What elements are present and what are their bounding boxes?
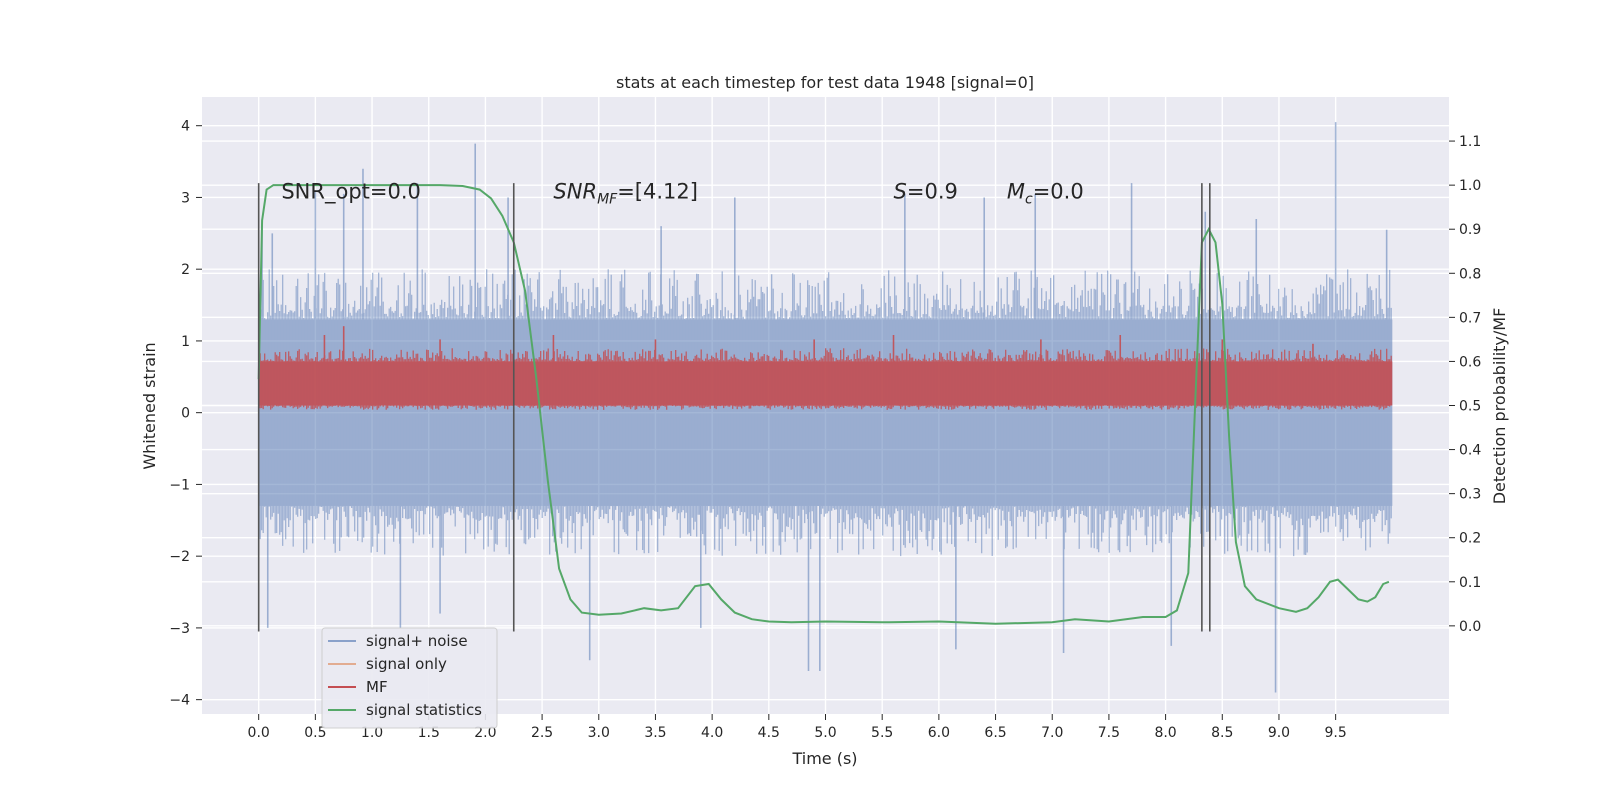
- y-axis-ticks: −4 −3 −2 −1 0 1 2 3 4: [169, 119, 202, 709]
- y-tick-label: 0: [181, 406, 190, 422]
- annotation-main: SNR_opt=0.0: [281, 179, 421, 204]
- x-tick-label: 5.0: [814, 725, 836, 741]
- x-tick-label: 0.5: [304, 725, 326, 741]
- y-right-tick-label: 0.5: [1459, 399, 1481, 415]
- annotation-main: M: [1007, 179, 1025, 203]
- annotation-subscript: c: [1025, 191, 1033, 207]
- mf-series-layer: [258, 326, 1393, 410]
- y-right-tick-label: 1.0: [1459, 178, 1481, 194]
- y-right-tick-label: 0.3: [1459, 487, 1481, 503]
- statistics-series-layer: [257, 184, 1390, 625]
- y-axis-label: Whitened strain: [140, 342, 159, 469]
- annotation-text: Mc=0.0: [1007, 179, 1084, 207]
- x-tick-label: 3.5: [644, 725, 666, 741]
- y-right-tick-label: 0.6: [1459, 354, 1481, 370]
- y-tick-label: 4: [181, 119, 190, 135]
- annotations-layer: SNR_opt=0.0 SNRMF=[4.12] S=0.9 Mc=0.0: [281, 179, 1083, 207]
- series-mf: [258, 326, 1393, 410]
- y-tick-label: 3: [181, 190, 190, 206]
- y-right-axis-label: Detection probability/MF: [1490, 308, 1509, 505]
- x-tick-label: 5.5: [871, 725, 893, 741]
- x-tick-label: 2.0: [474, 725, 496, 741]
- y-tick-label: 1: [181, 334, 190, 350]
- legend-label: signal only: [366, 655, 447, 673]
- y-right-tick-label: 0.1: [1459, 575, 1481, 591]
- y-tick-label: 2: [181, 262, 190, 278]
- legend-label: MF: [366, 678, 388, 696]
- x-tick-label: 0.0: [248, 725, 270, 741]
- annotation-subscript: MF: [597, 191, 618, 207]
- x-tick-label: 6.0: [928, 725, 950, 741]
- x-tick-label: 4.5: [758, 725, 780, 741]
- x-tick-label: 2.5: [531, 725, 553, 741]
- y-right-tick-label: 0.8: [1459, 266, 1481, 282]
- legend: signal+ noise signal only MF signal statist…: [321, 627, 498, 729]
- x-axis-label: Time (s): [791, 749, 857, 768]
- legend-label: signal statistics: [366, 701, 482, 719]
- y-right-tick-label: 1.1: [1459, 134, 1481, 150]
- y-right-axis-ticks: 0.0 0.1 0.2 0.3 0.4 0.5 0.6 0.7 0.8 0.9 1.0 1.1: [1449, 134, 1481, 635]
- x-tick-label: 1.0: [361, 725, 383, 741]
- y-right-tick-label: 0.9: [1459, 222, 1481, 238]
- annotation-main: SNR: [553, 179, 597, 203]
- x-tick-label: 9.0: [1268, 725, 1290, 741]
- annotation-tail: =0.9: [907, 179, 958, 203]
- x-tick-label: 7.0: [1041, 725, 1063, 741]
- x-tick-label: 6.5: [984, 725, 1006, 741]
- chart-title: stats at each timestep for test data 194…: [616, 73, 1034, 92]
- legend-box: [321, 627, 498, 729]
- y-right-tick-label: 0.0: [1459, 619, 1481, 635]
- y-tick-label: −3: [169, 621, 190, 637]
- x-axis-ticks: 0.0 0.5 1.0 1.5 2.0 2.5 3.0 3.5 4.0 4.5 5.0 5.5 6.0 6…: [248, 714, 1347, 741]
- y-tick-label: −2: [169, 549, 190, 565]
- y-tick-label: −1: [169, 477, 190, 493]
- annotation-text: SNRMF=[4.12]: [553, 179, 698, 207]
- annotation-tail: =[4.12]: [617, 179, 698, 203]
- plot-content: [257, 122, 1393, 693]
- x-tick-label: 8.0: [1154, 725, 1176, 741]
- legend-label: signal+ noise: [366, 632, 468, 650]
- series-signal-statistics: [257, 184, 1390, 625]
- x-tick-label: 8.5: [1211, 725, 1233, 741]
- vertical-lines-layer: [257, 183, 1211, 632]
- annotation-main: S: [894, 179, 907, 203]
- x-tick-label: 4.0: [701, 725, 723, 741]
- y-right-tick-label: 0.7: [1459, 310, 1481, 326]
- annotation-tail: =0.0: [1033, 179, 1084, 203]
- x-tick-label: 9.5: [1325, 725, 1347, 741]
- y-right-tick-label: 0.4: [1459, 443, 1481, 459]
- y-right-tick-label: 0.2: [1459, 531, 1481, 547]
- x-tick-label: 1.5: [418, 725, 440, 741]
- y-tick-label: −4: [169, 693, 190, 709]
- annotation-text: SNR_opt=0.0: [281, 179, 421, 204]
- x-tick-label: 3.0: [588, 725, 610, 741]
- x-tick-label: 7.5: [1098, 725, 1120, 741]
- annotation-text: S=0.9: [894, 179, 958, 203]
